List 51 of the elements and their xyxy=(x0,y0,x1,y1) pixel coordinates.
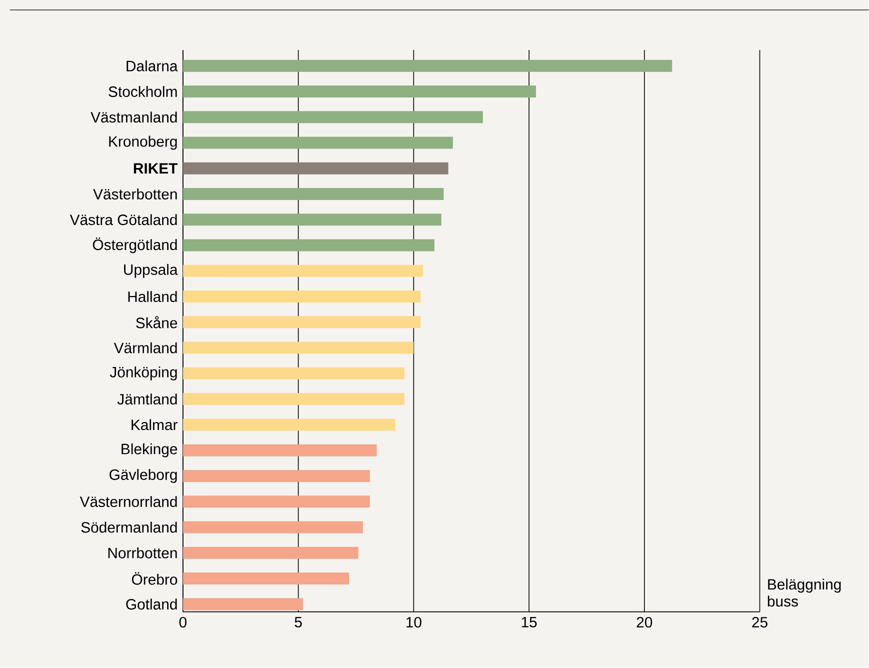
x-axis-title: Beläggning buss xyxy=(768,578,841,607)
bar xyxy=(182,598,303,610)
y-tick-label: Norrbotten xyxy=(108,547,177,558)
bar xyxy=(182,214,442,226)
y-tick-label: Dalarna xyxy=(126,60,178,72)
bar xyxy=(182,496,370,508)
bar xyxy=(182,444,377,456)
y-tick-label: Östergötland xyxy=(92,238,177,254)
bar xyxy=(182,521,363,534)
bar xyxy=(182,265,423,278)
bar xyxy=(182,136,453,149)
y-tick-label: Örebro xyxy=(132,572,178,585)
y-tick-label: Jönköping xyxy=(110,366,177,380)
bar xyxy=(182,342,414,354)
y-tick-label: Västernorrland xyxy=(80,496,177,508)
y-tick-label: Västra Götaland xyxy=(70,214,177,226)
bar xyxy=(182,86,536,98)
bar xyxy=(182,368,404,380)
y-tick-label: Gotland xyxy=(126,598,177,610)
bar xyxy=(182,470,370,482)
x-tick-label: 20 xyxy=(636,617,652,628)
y-tick-label: Västerbotten xyxy=(93,188,177,200)
x-tick-label: 10 xyxy=(406,617,422,628)
y-tick-label: Jämtland xyxy=(117,394,177,405)
x-tick-label: 25 xyxy=(752,617,768,628)
bar xyxy=(182,572,350,585)
y-tick-label: Stockholm xyxy=(108,86,177,98)
y-tick-label: Kalmar xyxy=(132,419,178,430)
y-tick-label: Blekinge xyxy=(122,443,178,458)
y-tick-label: RIKET xyxy=(134,163,178,174)
bar xyxy=(182,316,421,328)
y-tick-label: Kronoberg xyxy=(109,136,177,150)
bar xyxy=(182,162,448,174)
y-tick-label: Uppsala xyxy=(124,264,178,278)
y-tick-label: Halland xyxy=(128,291,177,302)
y-tick-label: Skåne xyxy=(136,316,178,328)
bar xyxy=(182,290,421,303)
x-tick-label: 5 xyxy=(294,617,302,628)
bar xyxy=(182,111,483,124)
bar xyxy=(182,239,434,252)
y-tick-label: Södermanland xyxy=(81,522,177,533)
bar xyxy=(182,393,404,406)
x-tick-label: 0 xyxy=(179,617,186,628)
bar xyxy=(182,188,444,200)
y-tick-label: Gävleborg xyxy=(110,469,177,484)
y-tick-label: Västmanland xyxy=(90,112,177,123)
bar xyxy=(182,60,672,72)
y-tick-label: Värmland xyxy=(114,342,177,354)
x-tick-label: 15 xyxy=(522,617,537,628)
bar xyxy=(182,418,396,431)
bar xyxy=(182,546,358,559)
